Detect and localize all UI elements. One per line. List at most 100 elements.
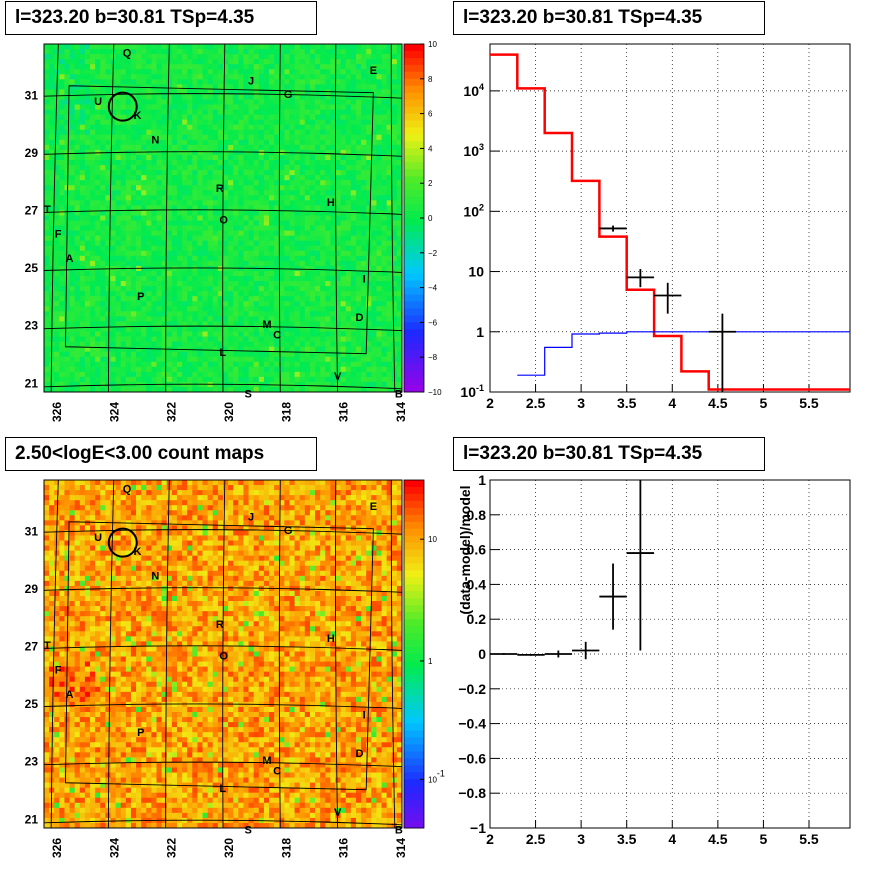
longitude-line [165, 479, 170, 829]
plot-xtick-label: 3.5 [617, 831, 637, 847]
longitude-line [107, 479, 115, 829]
latitude-line [43, 529, 403, 535]
colorbar-tick-label: 4 [428, 144, 433, 153]
plot-ytick-label: −0.6 [458, 750, 486, 766]
map-ytick-label: 29 [25, 146, 39, 160]
plot-ytick-label: 104 [463, 82, 484, 99]
source-label-E: E [370, 65, 377, 77]
source-label-F: F [55, 664, 62, 676]
map-ytick-label: 31 [25, 88, 39, 102]
longitude-line [165, 43, 170, 393]
map-ytick-label: 27 [25, 640, 39, 654]
map-ytick-label: 25 [25, 697, 39, 711]
map-ytick-label: 25 [25, 261, 39, 275]
source-label-F: F [55, 228, 62, 240]
map-y-ticks: 21 23 25 27 29 31 [25, 88, 39, 390]
colorbar-tick-label: 2 [428, 179, 433, 188]
plot-xtick-label: 3.5 [617, 395, 637, 411]
latitude-line [43, 383, 403, 390]
source-label-V: V [334, 371, 342, 383]
longitude-line [390, 479, 396, 829]
source-label-O: O [219, 651, 228, 663]
plot-xtick-label: 2.5 [526, 395, 546, 411]
colorbar-tick-label: 10 [428, 535, 437, 544]
plot-ytick-label: 1 [478, 472, 486, 488]
source-label-N: N [151, 570, 159, 582]
source-label-R: R [216, 183, 224, 195]
plot-ytick-label: 103 [463, 142, 484, 159]
longitude-line [107, 43, 115, 393]
source-label-O: O [219, 215, 228, 227]
source-label-T: T [44, 640, 51, 652]
source-label-J: J [248, 511, 254, 523]
map-ytick-label: 23 [25, 755, 39, 769]
source-circle [107, 527, 138, 558]
longitude-line [390, 43, 396, 393]
map-ytick-label: 27 [25, 204, 39, 218]
map-xtick-label: 314 [394, 838, 408, 858]
latitude-line [43, 267, 403, 273]
source-label-B: B [395, 389, 403, 401]
latitude-line [43, 209, 403, 215]
count-map: Q J E G U KN R H O TF A I P D MC L V S B 21 23 25 27 29 31 326 324… [25, 479, 445, 858]
map-xtick-label: 320 [222, 402, 236, 422]
plot-ytick-label: −0.2 [458, 681, 486, 697]
residual-point [544, 650, 573, 658]
map-xtick-label: 322 [165, 402, 179, 422]
colorbar-tick-label: 1 [428, 657, 433, 666]
map-cells [44, 480, 403, 829]
map-xtick-label: 320 [222, 838, 236, 858]
colorbar: 10 1 10-1 [403, 479, 445, 829]
colorbar: 10 8 6 4 2 0 −2 −4 −6 −8 −10 [403, 40, 442, 397]
source-label-P: P [137, 291, 144, 303]
background-step-line [517, 331, 850, 376]
latitude-line [43, 325, 403, 332]
plot-ytick-label: 1 [476, 324, 484, 340]
latitude-line [43, 151, 403, 157]
plot-xtick-label: 3 [577, 395, 585, 411]
map-xtick-label: 326 [50, 838, 64, 858]
plot-xtick-label: 2 [486, 831, 494, 847]
residual-point [572, 641, 600, 660]
source-label-M: M [262, 319, 271, 331]
map-xtick-label: 324 [107, 838, 121, 858]
source-label-E: E [370, 501, 377, 513]
map-xtick-label: 324 [107, 402, 121, 422]
colorbar-tick-label: −10 [428, 388, 442, 397]
source-circle [107, 91, 138, 122]
map-xtick-label: 318 [279, 838, 293, 858]
source-label-Q: Q [123, 483, 132, 495]
plot-xtick-label: 5.5 [799, 831, 819, 847]
colorbar-tick-label: −4 [428, 284, 438, 293]
bottom-left-title: 2.50<logE<3.00 count maps [5, 437, 317, 471]
residual-point [490, 653, 518, 655]
top-left-title: l=323.20 b=30.81 TSp=4.35 [5, 1, 317, 35]
data-point [708, 313, 737, 392]
latitude-line [43, 819, 403, 826]
map-xtick-label: 322 [165, 838, 179, 858]
source-label-V: V [334, 807, 342, 819]
model-step-line [490, 53, 850, 391]
source-labels: Q J E G U KN R H O TF A I P D MC L V S B [44, 47, 403, 400]
source-label-C: C [273, 329, 281, 341]
source-label-P: P [137, 727, 144, 739]
plot-xtick-label: 2 [486, 395, 494, 411]
plot-grid [490, 480, 850, 828]
residual-point [599, 563, 627, 630]
plot-xtick-label: 4 [668, 831, 676, 847]
source-label-G: G [284, 89, 293, 101]
source-label-C: C [273, 765, 281, 777]
source-label-A: A [65, 253, 73, 265]
colorbar-tick-label: −6 [428, 318, 438, 327]
map-frame [43, 479, 403, 829]
source-label-K: K [134, 546, 142, 558]
source-label-J: J [248, 75, 254, 87]
map-ytick-label: 23 [25, 319, 39, 333]
map-ytick-label: 21 [25, 812, 39, 826]
map-xtick-label: 316 [337, 402, 351, 422]
spectrum-plot: 2 2.5 3 3.5 4 4.5 5 5.5 10-1 1 10 102 103 104 [460, 43, 851, 411]
plot-ytick-label: 0 [478, 646, 486, 662]
colorbar-tick-label: 6 [428, 110, 433, 119]
source-label-M: M [262, 755, 271, 767]
plot-xtick-label: 4.5 [708, 395, 728, 411]
